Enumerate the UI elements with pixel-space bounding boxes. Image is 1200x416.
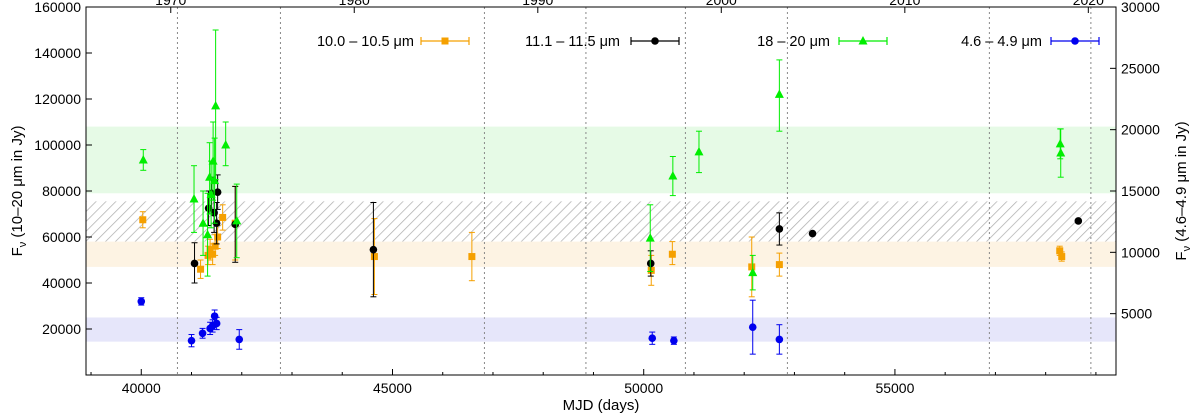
y-left-tick-label: 160000: [34, 0, 81, 15]
top-year-label: 1990: [522, 0, 553, 8]
y-right-tick-label: 10000: [1121, 244, 1160, 260]
gray-hatched-band: [86, 201, 1116, 242]
data-point-circle-0000ee: [235, 335, 244, 344]
data-point-circle-0000ee: [198, 329, 207, 338]
y-right-tick-label: 30000: [1121, 0, 1160, 15]
legend-marker: [858, 36, 868, 45]
legend-label: 18 – 20 μm: [757, 34, 830, 50]
data-point-circle-0000ee: [187, 336, 196, 345]
data-point-triangle-00ee00: [232, 215, 242, 225]
y-right-tick-label: 5000: [1121, 306, 1152, 322]
top-year-label: 2000: [706, 0, 737, 8]
data-point-circle-000000: [210, 209, 218, 217]
data-point-square-f5a000: [1056, 247, 1064, 255]
data-point-square-f5a000: [219, 213, 227, 221]
data-point-triangle-00ee00: [138, 154, 148, 164]
data-point-circle-0000ee: [137, 297, 146, 306]
orange-band: [86, 241, 1116, 267]
top-year-label: 1970: [155, 0, 186, 8]
y-left-tick-label: 120000: [34, 91, 81, 107]
data-point-circle-0000ee: [775, 335, 784, 344]
x-tick-label: 40000: [122, 380, 161, 396]
data-point-circle-000000: [808, 229, 817, 238]
x-tick-label: 45000: [373, 380, 412, 396]
data-point-square-f5a000: [214, 233, 222, 241]
data-point-square-f5a000: [370, 253, 378, 261]
y-right-tick-label: 15000: [1121, 183, 1160, 199]
legend-label: 4.6 – 4.9 μm: [961, 34, 1042, 50]
data-point-square-f5a000: [209, 250, 217, 258]
data-point-square-f5a000: [748, 263, 756, 271]
legend-marker: [651, 37, 659, 45]
data-point-square-f5a000: [668, 250, 676, 258]
y-left-tick-label: 100000: [34, 137, 81, 153]
y-axis-label-right: Fν (4.6–4.9 μm in Jy): [1173, 121, 1193, 260]
legend-marker: [1071, 37, 1079, 45]
data-point-circle-0000ee: [212, 319, 221, 328]
data-point-square-f5a000: [197, 265, 205, 273]
data-point-square-f5a000: [647, 266, 655, 274]
x-axis-label: MJD (days): [563, 397, 640, 414]
data-point-square-f5a000: [204, 251, 212, 259]
data-point-square-f5a000: [139, 216, 147, 224]
data-point-triangle-00ee00: [748, 267, 758, 277]
data-point-square-f5a000: [1058, 253, 1066, 261]
top-year-label: 2020: [1073, 0, 1104, 8]
data-point-triangle-00ee00: [205, 172, 215, 181]
top-year-label: 1980: [339, 0, 370, 8]
top-year-label: 2010: [889, 0, 920, 8]
y-right-tick-label: 25000: [1121, 60, 1160, 76]
data-point-circle-0000ee: [210, 312, 219, 320]
y-right-tick-label: 20000: [1121, 122, 1160, 138]
data-point-circle-000000: [190, 259, 199, 268]
data-point-square-f5a000: [206, 246, 214, 254]
legend-label: 10.0 – 10.5 μm: [317, 34, 414, 50]
data-point-circle-000000: [213, 188, 222, 196]
data-point-circle-000000: [775, 225, 784, 233]
data-point-circle-000000: [646, 259, 655, 268]
y-left-tick-label: 20000: [42, 321, 81, 337]
data-point-circle-0000ee: [670, 336, 678, 345]
data-point-triangle-00ee00: [221, 140, 231, 149]
data-point-square-f5a000: [468, 253, 476, 261]
data-point-triangle-00ee00: [198, 218, 208, 227]
data-point-circle-000000: [204, 204, 213, 213]
x-tick-label: 55000: [875, 380, 914, 396]
data-point-triangle-00ee00: [694, 146, 704, 156]
data-point-triangle-00ee00: [1055, 138, 1065, 148]
y-left-tick-label: 40000: [42, 275, 81, 291]
data-point-circle-0000ee: [748, 323, 757, 331]
data-point-triangle-00ee00: [668, 171, 678, 180]
y-left-tick-label: 60000: [42, 229, 81, 245]
data-point-triangle-00ee00: [211, 100, 221, 110]
y-left-tick-label: 140000: [34, 45, 81, 61]
legend-label: 11.1 – 11.5 μm: [525, 34, 620, 50]
data-point-square-f5a000: [211, 242, 219, 250]
data-point-triangle-00ee00: [203, 229, 213, 239]
data-point-triangle-00ee00: [774, 89, 784, 98]
green-band: [86, 126, 1116, 194]
data-point-triangle-00ee00: [189, 194, 199, 203]
x-tick-label: 50000: [624, 380, 663, 396]
blue-band: [86, 317, 1116, 342]
y-left-tick-label: 80000: [42, 183, 81, 199]
data-point-circle-000000: [1074, 217, 1083, 225]
data-point-circle-000000: [369, 245, 378, 254]
data-point-square-f5a000: [775, 261, 783, 269]
data-point-triangle-00ee00: [645, 233, 655, 242]
legend-marker: [441, 37, 449, 45]
data-point-circle-0000ee: [648, 334, 657, 343]
data-point-triangle-00ee00: [1056, 148, 1066, 157]
y-axis-label-left: Fν (10–20 μm in Jy): [9, 126, 29, 257]
